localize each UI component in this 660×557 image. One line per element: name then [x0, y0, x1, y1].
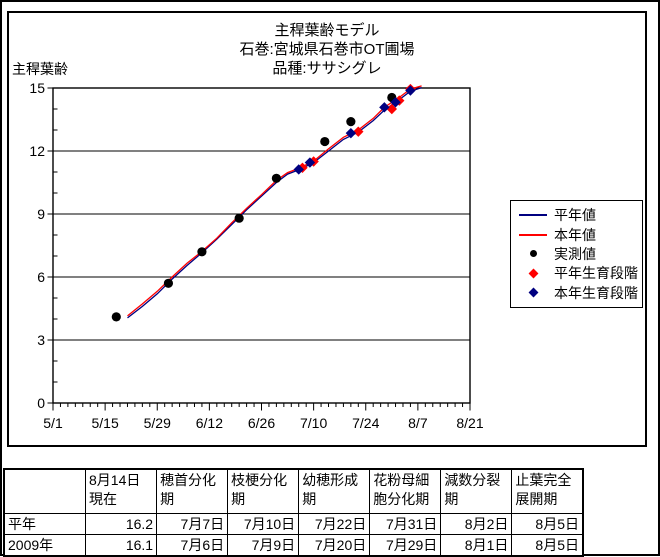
- table-cell: 8月5日: [511, 533, 584, 556]
- legend-item-label: 実測値: [554, 245, 596, 262]
- series-line-本年値: [127, 85, 422, 317]
- legend-item-label: 平年生育段階: [554, 265, 638, 282]
- stage-marker: [394, 95, 405, 106]
- legend-item: 本年生育段階: [518, 286, 642, 300]
- table-cell: 16.2: [84, 512, 158, 535]
- measured-point: [234, 213, 244, 223]
- x-tick-label: 5/29: [143, 415, 171, 431]
- table-header-cell: 8月14日 現在: [84, 468, 158, 514]
- legend-line-icon: [519, 214, 547, 217]
- table-cell: 7月31日: [369, 512, 442, 535]
- stage-marker: [345, 127, 357, 139]
- plot-svg: [47, 83, 471, 411]
- stage-table: 8月14日 現在 穂首分化 期枝梗分化 期幼穂形成 期花粉母細 胞分化期 減数分裂 …: [3, 468, 584, 557]
- chart-object: 主稈葉齢モデル 石巻:宮城県石巻市OT圃場 品種:ササシグレ 主稈葉齢 0 3 6 9…: [7, 11, 647, 447]
- table-cell: 7月29日: [369, 533, 442, 556]
- table-cell: 8月5日: [511, 512, 584, 535]
- series-line-平年値: [127, 86, 422, 319]
- stage-marker: [386, 103, 398, 115]
- table-corner-cell: [3, 468, 86, 514]
- chart-title-block: 主稈葉齢モデル 石巻:宮城県石巻市OT圃場 品種:ササシグレ: [9, 21, 645, 78]
- table-header-cell: 花粉母細 胞分化期: [369, 468, 442, 514]
- stage-marker: [379, 102, 390, 113]
- legend-item: 平年生育段階: [518, 266, 642, 280]
- legend-diamond-icon: [528, 287, 538, 298]
- table-row: 2009年 16.1 7月6日 7月9日 7月20日 7月29日 8月1日 8月5日: [3, 533, 584, 556]
- x-tick-label: 7/24: [352, 415, 380, 431]
- legend-item: 実測値: [518, 247, 642, 261]
- table-cell: 8月2日: [440, 512, 513, 535]
- x-tick-label: 5/15: [91, 415, 119, 431]
- y-tick-label: 6: [37, 269, 45, 285]
- stage-marker: [304, 157, 316, 168]
- legend-item-label: 本年値: [554, 226, 596, 243]
- table-cell: 7月7日: [156, 512, 229, 535]
- measured-point: [163, 278, 174, 288]
- chart-subtitle-variety: 品種:ササシグレ: [272, 60, 382, 77]
- measured-point: [271, 173, 281, 183]
- measured-point: [111, 312, 121, 322]
- table-row-label: 2009年: [3, 533, 86, 556]
- table-cell: 7月20日: [298, 533, 371, 556]
- y-tick-label: 12: [29, 143, 45, 159]
- y-tick-label: 0: [37, 395, 45, 411]
- stage-marker: [293, 164, 304, 175]
- y-tick-label: 3: [37, 332, 45, 348]
- plot-area-border: [52, 87, 471, 404]
- table-cell: 16.1: [84, 533, 158, 556]
- table-cell: 8月1日: [440, 533, 513, 556]
- legend-diamond-icon: [528, 268, 538, 279]
- x-tick-label: 8/7: [408, 415, 428, 431]
- table-row: 平年 16.2 7月7日 7月10日 7月22日 7月31日 8月2日 8月5日: [3, 512, 584, 535]
- measured-point: [346, 117, 356, 127]
- legend-item: 平年値: [518, 208, 642, 222]
- table-cell: 7月10日: [227, 512, 300, 535]
- x-tick-label: 8/21: [456, 415, 484, 431]
- legend-item-label: 平年値: [554, 207, 596, 224]
- chart-subtitle-location: 石巻:宮城県石巻市OT圃場: [239, 41, 415, 58]
- y-tick-label: 9: [37, 206, 45, 222]
- table-header-cell: 穂首分化 期: [156, 468, 229, 514]
- stage-marker: [390, 97, 401, 108]
- x-tick-label: 6/26: [247, 415, 276, 431]
- measured-point: [320, 136, 330, 147]
- legend-item-label: 本年生育段階: [554, 284, 638, 301]
- y-tick-label: 15: [29, 80, 45, 96]
- table-cell: 7月6日: [156, 533, 229, 556]
- legend-item: 本年値: [518, 228, 642, 242]
- x-tick-label: 5/1: [43, 415, 63, 431]
- legend-circle-icon: [529, 250, 537, 258]
- y-axis-title: 主稈葉齢: [12, 61, 68, 77]
- stage-marker: [405, 85, 416, 96]
- legend: 平年値本年値実測値平年生育段階 本年生育段階: [510, 200, 643, 308]
- table-header-cell: 減数分裂 期: [440, 468, 513, 514]
- table-cell: 7月9日: [227, 533, 300, 556]
- x-tick-label: 6/12: [195, 415, 223, 431]
- table-header-cell: 止葉完全 展開期: [511, 468, 584, 514]
- table-header-cell: 幼穂形成 期: [298, 468, 371, 514]
- table-cell: 7月22日: [298, 512, 371, 535]
- measured-point: [197, 247, 207, 257]
- table-row-label: 平年: [3, 512, 86, 535]
- x-tick-label: 7/10: [300, 415, 328, 431]
- chart-title: 主稈葉齢モデル: [274, 22, 380, 39]
- table-header-cell: 枝梗分化 期: [227, 468, 300, 514]
- legend-line-icon: [519, 233, 547, 236]
- stage-marker: [353, 126, 364, 137]
